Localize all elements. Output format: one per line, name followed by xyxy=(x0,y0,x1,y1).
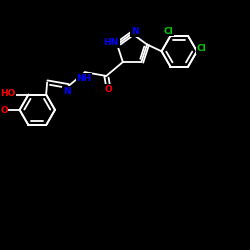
Text: N: N xyxy=(63,86,70,96)
Text: Cl: Cl xyxy=(197,44,207,53)
Text: O: O xyxy=(0,106,8,115)
Text: NH: NH xyxy=(76,74,92,82)
Text: Cl: Cl xyxy=(164,26,173,36)
Text: N: N xyxy=(131,27,139,36)
Text: HN: HN xyxy=(104,38,119,47)
Text: HO: HO xyxy=(0,89,16,98)
Text: O: O xyxy=(105,85,112,94)
